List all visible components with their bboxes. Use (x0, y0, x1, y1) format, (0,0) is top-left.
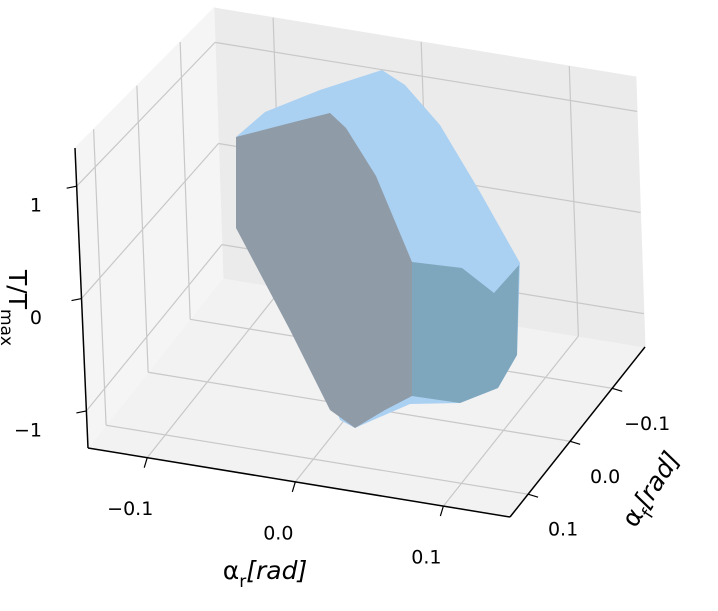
surface (236, 70, 520, 428)
tick-mark (569, 440, 581, 445)
axis-title-suffix: [rad] (246, 556, 307, 585)
x-axis-title: αr[rad] (223, 556, 307, 592)
axis-title-text: α (223, 556, 239, 585)
z-axis-title: T/Tmax (0, 269, 32, 346)
x-tick-label: 0.1 (411, 547, 441, 569)
grid-line (214, 41, 638, 112)
axis-title-sub: max (0, 309, 16, 346)
surface-front (412, 262, 519, 403)
x-tick-label: −0.1 (107, 498, 153, 520)
tick-mark (527, 493, 539, 498)
y-axis-title: αf[rad] (616, 446, 692, 536)
axis-title-text: T/T (3, 269, 32, 310)
grid-line (81, 143, 219, 299)
surface-side (236, 113, 412, 428)
grid-line (146, 287, 283, 459)
grid-line (85, 244, 223, 412)
z-tick-label: −1 (14, 419, 42, 441)
tick-mark (71, 297, 82, 302)
axis-line (74, 147, 89, 449)
tick-mark (66, 185, 77, 189)
x-tick-label: 0.0 (263, 522, 293, 544)
y-tick-label: 0.1 (548, 519, 578, 541)
tick-mark (76, 410, 87, 414)
axis-line (509, 346, 646, 518)
grid-line (105, 424, 529, 495)
axis-title-suffix: [rad] (628, 446, 686, 513)
tick-mark (439, 505, 444, 517)
z-tick-label: 0 (30, 307, 42, 329)
grid-line (76, 41, 216, 187)
tick-mark (291, 481, 296, 493)
axis-line (87, 447, 511, 518)
tick-mark (143, 457, 148, 468)
axes: −0.10.00.1−0.10.00.1−101αr[rad]αf[rad]T/… (0, 147, 692, 592)
grid-line (442, 335, 579, 507)
y-tick-label: −0.1 (624, 413, 670, 435)
tick-mark (612, 387, 623, 392)
axis-title-sub: r (239, 572, 246, 592)
y-tick-label: 0.0 (590, 466, 620, 488)
z-tick-label: 1 (30, 195, 42, 217)
